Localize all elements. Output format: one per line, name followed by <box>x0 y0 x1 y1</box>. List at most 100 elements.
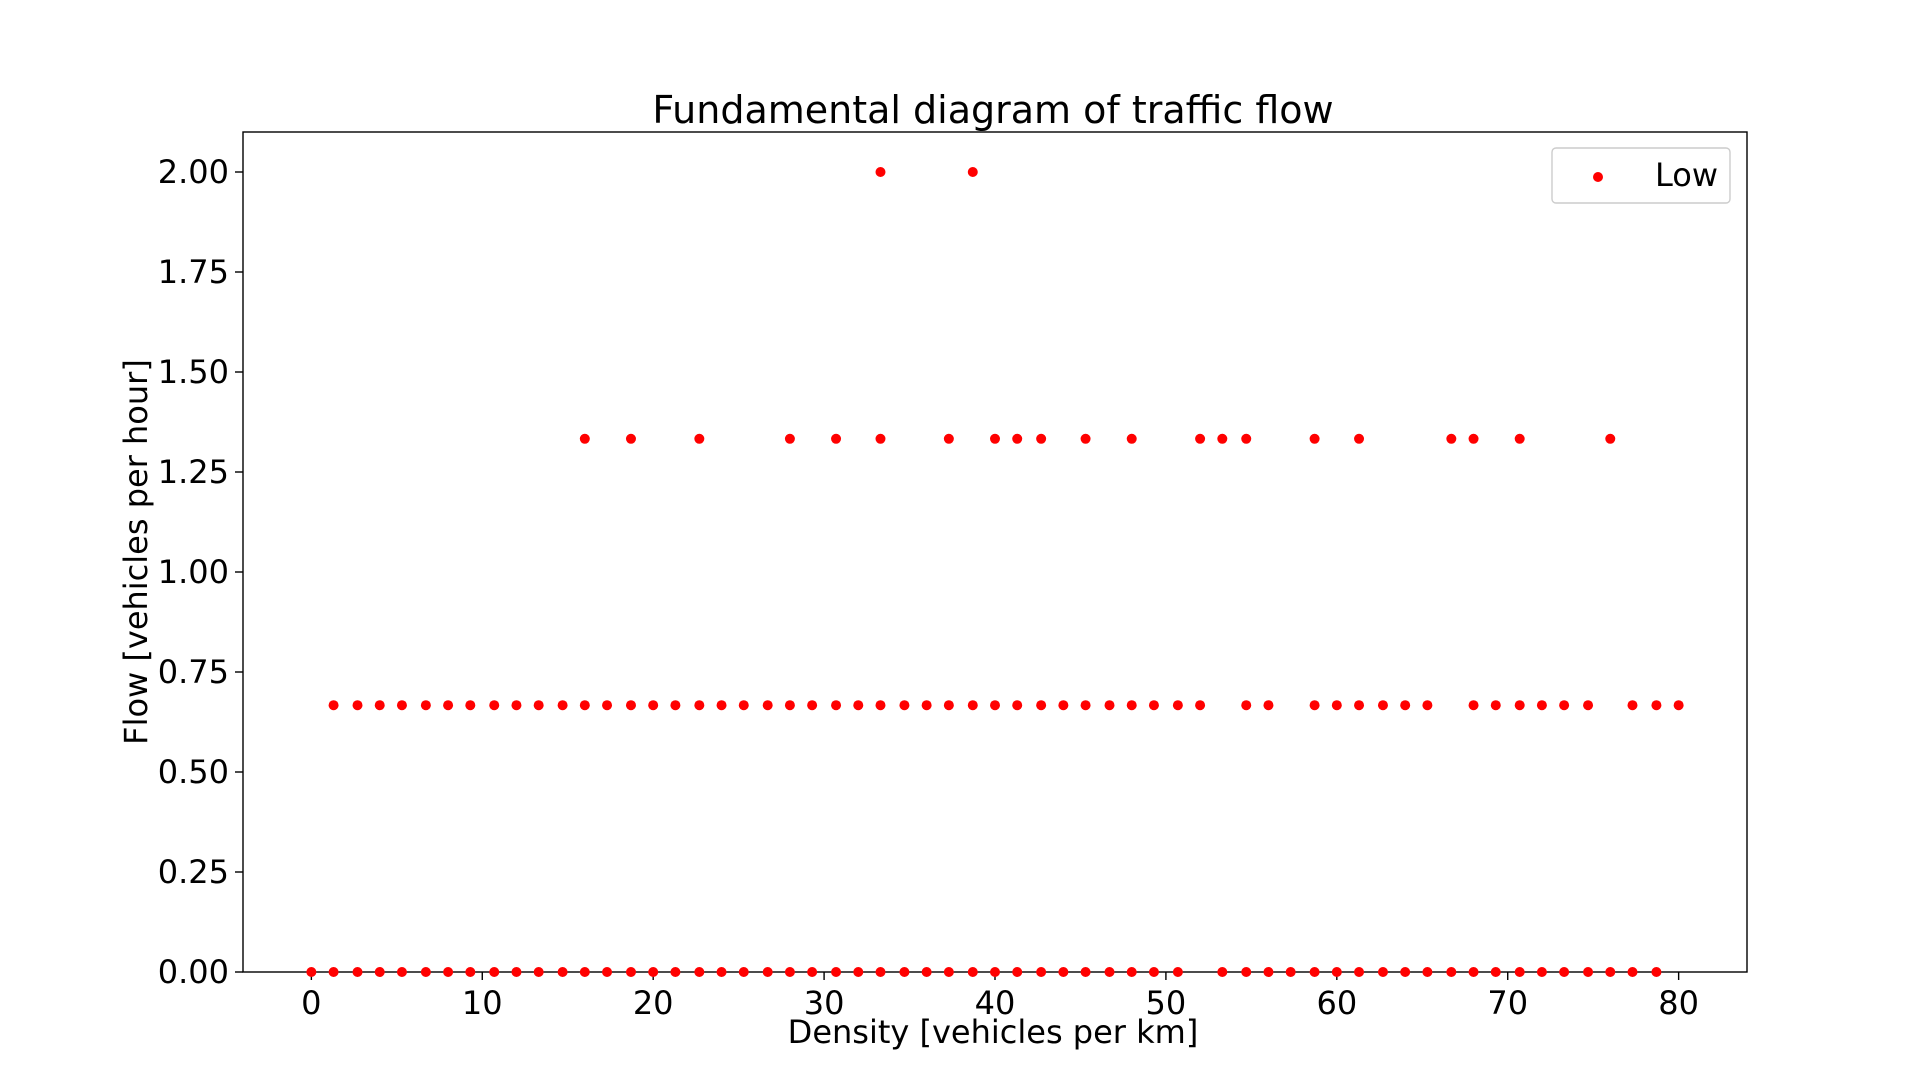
scatter-point <box>465 700 476 711</box>
scatter-point <box>1263 967 1274 977</box>
scatter-point <box>579 700 590 711</box>
scatter-point <box>967 167 978 177</box>
scatter-point <box>1354 967 1365 977</box>
scatter-point <box>831 433 842 444</box>
scatter-point <box>990 700 1000 711</box>
x-tick-label: 40 <box>975 984 1016 1022</box>
legend: Low <box>1551 147 1731 204</box>
x-tick-label: 20 <box>633 984 674 1022</box>
y-tick-label: 0.00 <box>158 953 229 991</box>
scatter-point <box>1536 700 1547 711</box>
scatter-point <box>990 967 1000 977</box>
scatter-point <box>1241 967 1252 977</box>
scatter-point <box>738 967 749 977</box>
scatter-point <box>1514 967 1525 977</box>
scatter-point <box>694 700 705 711</box>
scatter-point <box>1354 700 1365 711</box>
scatter-point <box>1468 433 1479 444</box>
scatter-point <box>648 967 659 977</box>
scatter-point <box>579 967 590 977</box>
scatter-point <box>1605 967 1616 977</box>
scatter-point <box>1080 433 1091 444</box>
scatter-point <box>328 700 339 711</box>
scatter-point <box>1331 967 1342 977</box>
scatter-point <box>1605 433 1616 444</box>
scatter-point <box>396 967 407 977</box>
scatter-point <box>374 700 385 711</box>
scatter-point <box>784 433 795 444</box>
scatter-point <box>853 700 864 711</box>
scatter-point <box>557 700 568 711</box>
scatter-point <box>1490 700 1501 711</box>
scatter-point <box>1058 967 1069 977</box>
scatter-point <box>1012 967 1023 977</box>
data-points <box>306 167 1684 977</box>
scatter-point <box>511 967 522 977</box>
scatter-point <box>1651 700 1662 711</box>
scatter-point <box>1468 967 1479 977</box>
scatter-point <box>875 700 886 711</box>
scatter-point <box>579 433 590 444</box>
x-tick-label: 10 <box>462 984 503 1022</box>
y-axis-label: Flow [vehicles per hour] <box>117 359 155 745</box>
scatter-point <box>1627 700 1638 711</box>
scatter-point <box>1263 700 1274 711</box>
scatter-point <box>602 967 613 977</box>
scatter-point <box>511 700 522 711</box>
y-tick-label: 0.25 <box>158 853 229 891</box>
scatter-point <box>533 967 544 977</box>
scatter-point <box>1354 433 1365 444</box>
scatter-point <box>1514 433 1525 444</box>
scatter-point <box>1217 433 1228 444</box>
legend-label: Low <box>1655 156 1718 194</box>
scatter-point <box>921 967 932 977</box>
scatter-point <box>1148 700 1159 711</box>
scatter-point <box>1012 433 1023 444</box>
scatter-point <box>807 700 818 711</box>
scatter-point <box>465 967 476 977</box>
chart-title: Fundamental diagram of traffic flow <box>652 88 1333 132</box>
scatter-point <box>716 967 727 977</box>
scatter-point <box>1309 700 1320 711</box>
scatter-point <box>762 967 773 977</box>
scatter-point <box>1195 433 1206 444</box>
scatter-point <box>738 700 749 711</box>
scatter-point <box>921 700 932 711</box>
scatter-point <box>1104 700 1115 711</box>
scatter-point <box>784 700 795 711</box>
scatter-point <box>1446 967 1457 977</box>
scatter-point <box>557 967 568 977</box>
scatter-point <box>875 433 886 444</box>
scatter-point <box>943 700 954 711</box>
x-tick-label: 50 <box>1146 984 1187 1022</box>
x-tick-label: 80 <box>1658 984 1699 1022</box>
x-axis-label: Density [vehicles per km] <box>788 1013 1199 1051</box>
scatter-point <box>625 700 636 711</box>
scatter-point <box>943 433 954 444</box>
scatter-point <box>420 967 431 977</box>
scatter-point <box>648 700 659 711</box>
scatter-point <box>831 967 842 977</box>
scatter-point <box>1036 700 1047 711</box>
scatter-point <box>1490 967 1501 977</box>
scatter-point <box>328 967 339 977</box>
scatter-point <box>1651 967 1662 977</box>
scatter-point <box>1559 700 1570 711</box>
scatter-point <box>1012 700 1023 711</box>
x-tick-label: 0 <box>301 984 321 1022</box>
scatter-point <box>1377 967 1388 977</box>
scatter-point <box>374 967 385 977</box>
scatter-point <box>1400 700 1411 711</box>
scatter-point <box>602 700 613 711</box>
scatter-point <box>875 167 886 177</box>
scatter-point <box>1468 700 1479 711</box>
scatter-point <box>1058 700 1069 711</box>
scatter-point <box>1400 967 1411 977</box>
scatter-point <box>943 967 954 977</box>
scatter-point <box>1080 700 1091 711</box>
scatter-point <box>396 700 407 711</box>
y-tick-label: 1.50 <box>158 353 229 391</box>
scatter-point <box>443 700 454 711</box>
y-tick-label: 1.25 <box>158 453 229 491</box>
